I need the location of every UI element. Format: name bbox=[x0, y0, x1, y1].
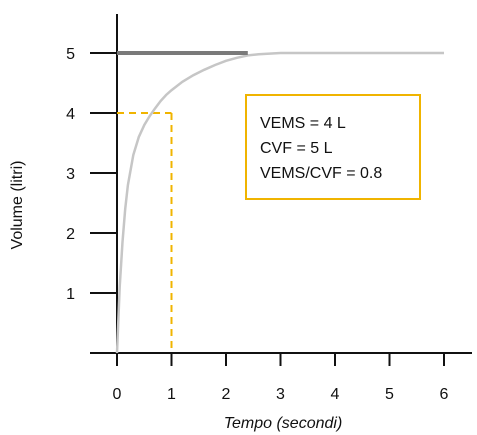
x-tick-label: 2 bbox=[222, 386, 231, 403]
results-box: VEMS = 4 L CVF = 5 L VEMS/CVF = 0.8 bbox=[245, 94, 421, 200]
x-axis-title: Tempo (secondi) bbox=[224, 415, 343, 432]
fev1-guide-lines bbox=[117, 112, 173, 353]
x-axis-ticks: 0 1 2 3 4 5 6 bbox=[113, 353, 449, 403]
x-tick-label: 1 bbox=[167, 386, 176, 403]
x-tick-label: 4 bbox=[331, 386, 340, 403]
y-tick-label: 2 bbox=[66, 226, 75, 243]
y-axis-title: Volume (litri) bbox=[9, 161, 26, 250]
y-tick-label: 5 bbox=[66, 46, 75, 63]
y-axis-ticks: 1 2 3 4 5 bbox=[66, 46, 117, 303]
results-box-line-fev1: VEMS = 4 L bbox=[260, 115, 346, 132]
x-tick-label: 5 bbox=[385, 386, 394, 403]
results-box-line-fvc: CVF = 5 L bbox=[260, 140, 333, 157]
x-tick-label: 3 bbox=[276, 386, 285, 403]
results-box-frame bbox=[245, 94, 421, 200]
volume-time-curve bbox=[115, 51, 444, 354]
y-tick-label: 1 bbox=[66, 286, 75, 303]
results-box-line-ratio: VEMS/CVF = 0.8 bbox=[260, 165, 382, 182]
x-tick-label: 6 bbox=[440, 386, 449, 403]
x-tick-label: 0 bbox=[113, 386, 122, 403]
y-tick-label: 4 bbox=[66, 106, 75, 123]
y-tick-label: 3 bbox=[66, 166, 75, 183]
